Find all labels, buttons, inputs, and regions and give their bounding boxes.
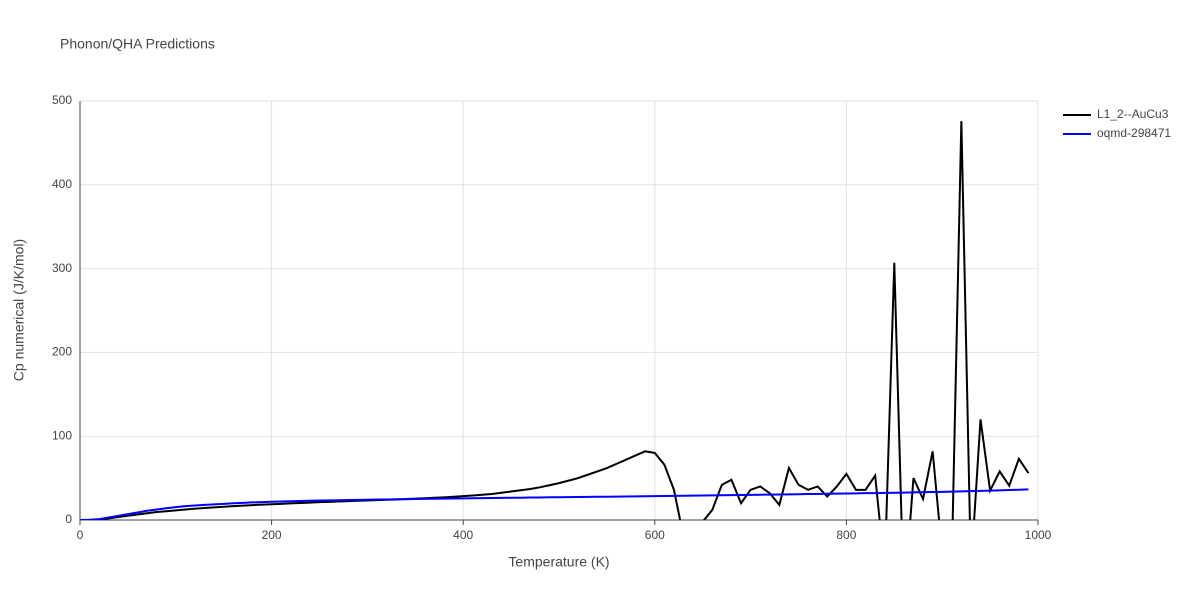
y-tick-label: 500	[52, 93, 72, 107]
y-tick-label: 400	[52, 177, 72, 191]
x-tick-label: 200	[262, 528, 282, 542]
y-tick-label: 300	[52, 261, 72, 275]
y-tick-label: 200	[52, 345, 72, 359]
legend: L1_2--AuCu3 oqmd-298471	[1063, 107, 1171, 140]
y-tick-label: 0	[65, 512, 72, 526]
series-line	[80, 121, 1030, 520]
x-tick-label: 800	[836, 528, 856, 542]
grid: 0 100 200 300 400 500 0 200 400 600 800 1000	[52, 93, 1052, 542]
chart-title: Phonon/QHA Predictions	[60, 36, 215, 52]
x-tick-label: 400	[453, 528, 473, 542]
plot-area	[80, 121, 1030, 520]
legend-label: L1_2--AuCu3	[1097, 107, 1169, 121]
y-tick-label: 100	[52, 428, 72, 442]
x-tick-label: 1000	[1025, 528, 1052, 542]
x-tick-label: 0	[77, 528, 84, 542]
y-axis-label: Cp numerical (J/K/mol)	[11, 239, 27, 381]
x-tick-label: 600	[645, 528, 665, 542]
series-line	[80, 488, 1029, 520]
x-axis-label: Temperature (K)	[508, 554, 609, 570]
legend-label: oqmd-298471	[1097, 126, 1171, 140]
